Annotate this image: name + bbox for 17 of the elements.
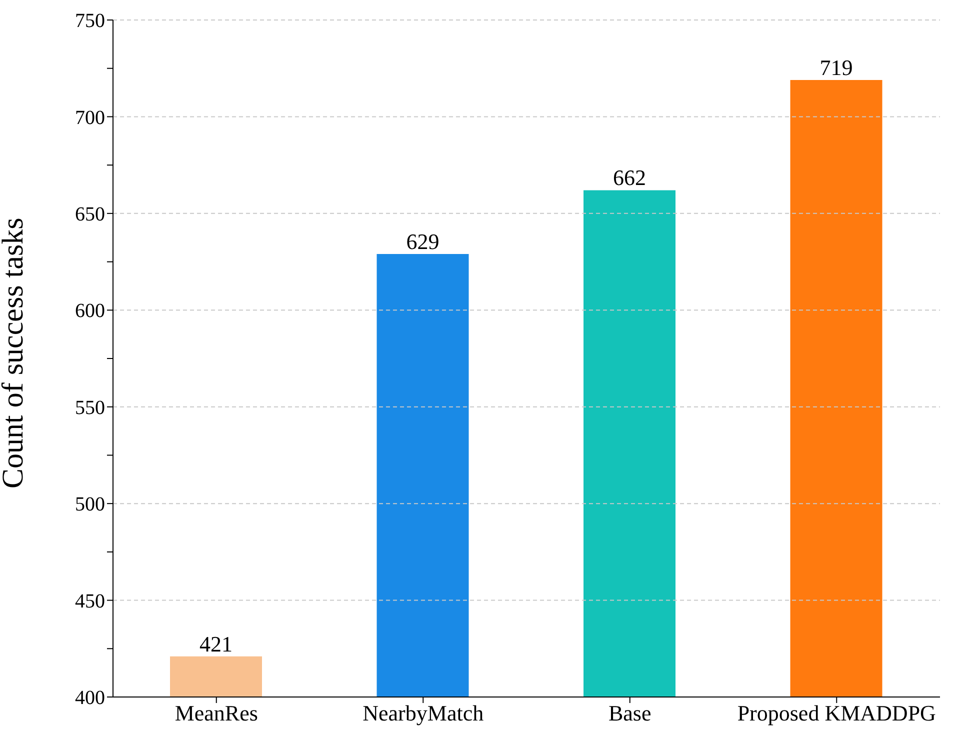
y-tick-label: 700 <box>75 106 105 129</box>
x-tick-label: Base <box>608 700 652 726</box>
x-tick-label: MeanRes <box>174 700 258 726</box>
x-tick-label: Proposed KMADDPG <box>737 700 936 726</box>
y-tick-label: 600 <box>75 300 105 322</box>
data-label: 629 <box>406 229 440 254</box>
y-tick-label: 450 <box>75 590 105 612</box>
y-tick-label: 750 <box>75 10 105 32</box>
data-label: 421 <box>200 631 232 656</box>
data-label: 719 <box>820 54 853 80</box>
y-tick-label: 550 <box>75 396 105 419</box>
y-axis-title: Count of success tasks <box>0 218 30 488</box>
y-tick-label: 400 <box>75 687 105 710</box>
y-tick-label: 650 <box>75 204 105 226</box>
y-tick-label: 500 <box>75 494 105 516</box>
x-tick-label: NearbyMatch <box>362 700 484 726</box>
data-label: 662 <box>613 165 646 190</box>
